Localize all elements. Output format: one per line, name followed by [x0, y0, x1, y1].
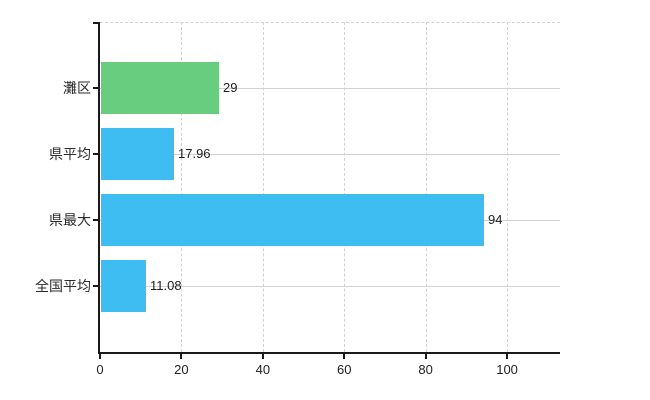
plot-top-gridline: [100, 22, 560, 23]
x-axis-tick: [261, 354, 264, 359]
category-gridline: [100, 88, 560, 89]
x-gridline: [181, 22, 183, 352]
category-label: 全国平均: [35, 278, 91, 294]
x-axis-tick: [180, 354, 183, 359]
category-gridline: [100, 154, 560, 155]
y-axis-line: [98, 22, 100, 354]
bar-value-label: 94: [488, 212, 503, 227]
y-axis-tick: [93, 153, 100, 155]
x-axis-tick: [424, 354, 427, 359]
x-axis-tick: [99, 354, 101, 359]
x-gridline: [425, 22, 427, 352]
category-gridline: [100, 286, 560, 287]
x-tick-label: 40: [255, 362, 271, 377]
bar-灘区: [101, 62, 219, 114]
x-gridline: [262, 22, 264, 352]
x-gridline: [344, 22, 346, 352]
x-gridline: [507, 22, 509, 352]
y-axis-tick: [93, 87, 100, 89]
category-label: 県最大: [49, 212, 91, 228]
bar-県平均: [101, 128, 174, 180]
bar-県最大: [101, 194, 484, 246]
x-tick-label: 20: [174, 362, 189, 377]
x-tick-label: 100: [496, 362, 518, 377]
bar-value-label: 17.96: [178, 146, 211, 161]
category-label: 県平均: [49, 146, 91, 162]
x-axis-line: [98, 352, 560, 354]
x-tick-label: 60: [337, 362, 352, 377]
x-tick-label: 80: [418, 362, 433, 377]
x-tick-label: 0: [96, 362, 104, 377]
bar-value-label: 29: [223, 80, 238, 95]
y-axis-end-tick: [93, 22, 100, 24]
category-label: 灘区: [63, 80, 91, 96]
y-axis-tick: [93, 219, 100, 221]
x-axis-tick: [343, 354, 346, 359]
bar-value-label: 11.08: [150, 278, 182, 293]
y-axis-tick: [93, 285, 100, 287]
x-axis-tick: [506, 354, 509, 359]
bar-全国平均: [101, 260, 146, 312]
